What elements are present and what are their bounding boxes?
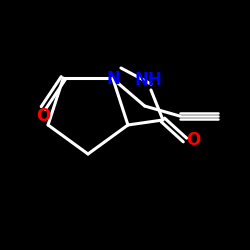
Text: NH: NH (134, 71, 162, 89)
Text: O: O (36, 107, 51, 125)
Text: O: O (186, 131, 200, 149)
Text: N: N (107, 70, 120, 88)
